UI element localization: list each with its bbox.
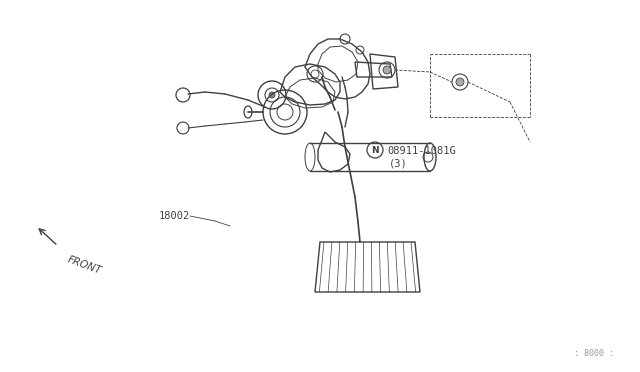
Text: (3): (3): [389, 158, 408, 168]
Circle shape: [269, 92, 275, 98]
Circle shape: [456, 78, 464, 86]
Text: FRONT: FRONT: [66, 254, 103, 276]
Circle shape: [383, 66, 391, 74]
Text: : 8000 :: : 8000 :: [574, 349, 614, 358]
Text: 18002: 18002: [159, 211, 190, 221]
Text: N: N: [371, 145, 379, 154]
Text: 08911-1081G: 08911-1081G: [387, 146, 456, 156]
